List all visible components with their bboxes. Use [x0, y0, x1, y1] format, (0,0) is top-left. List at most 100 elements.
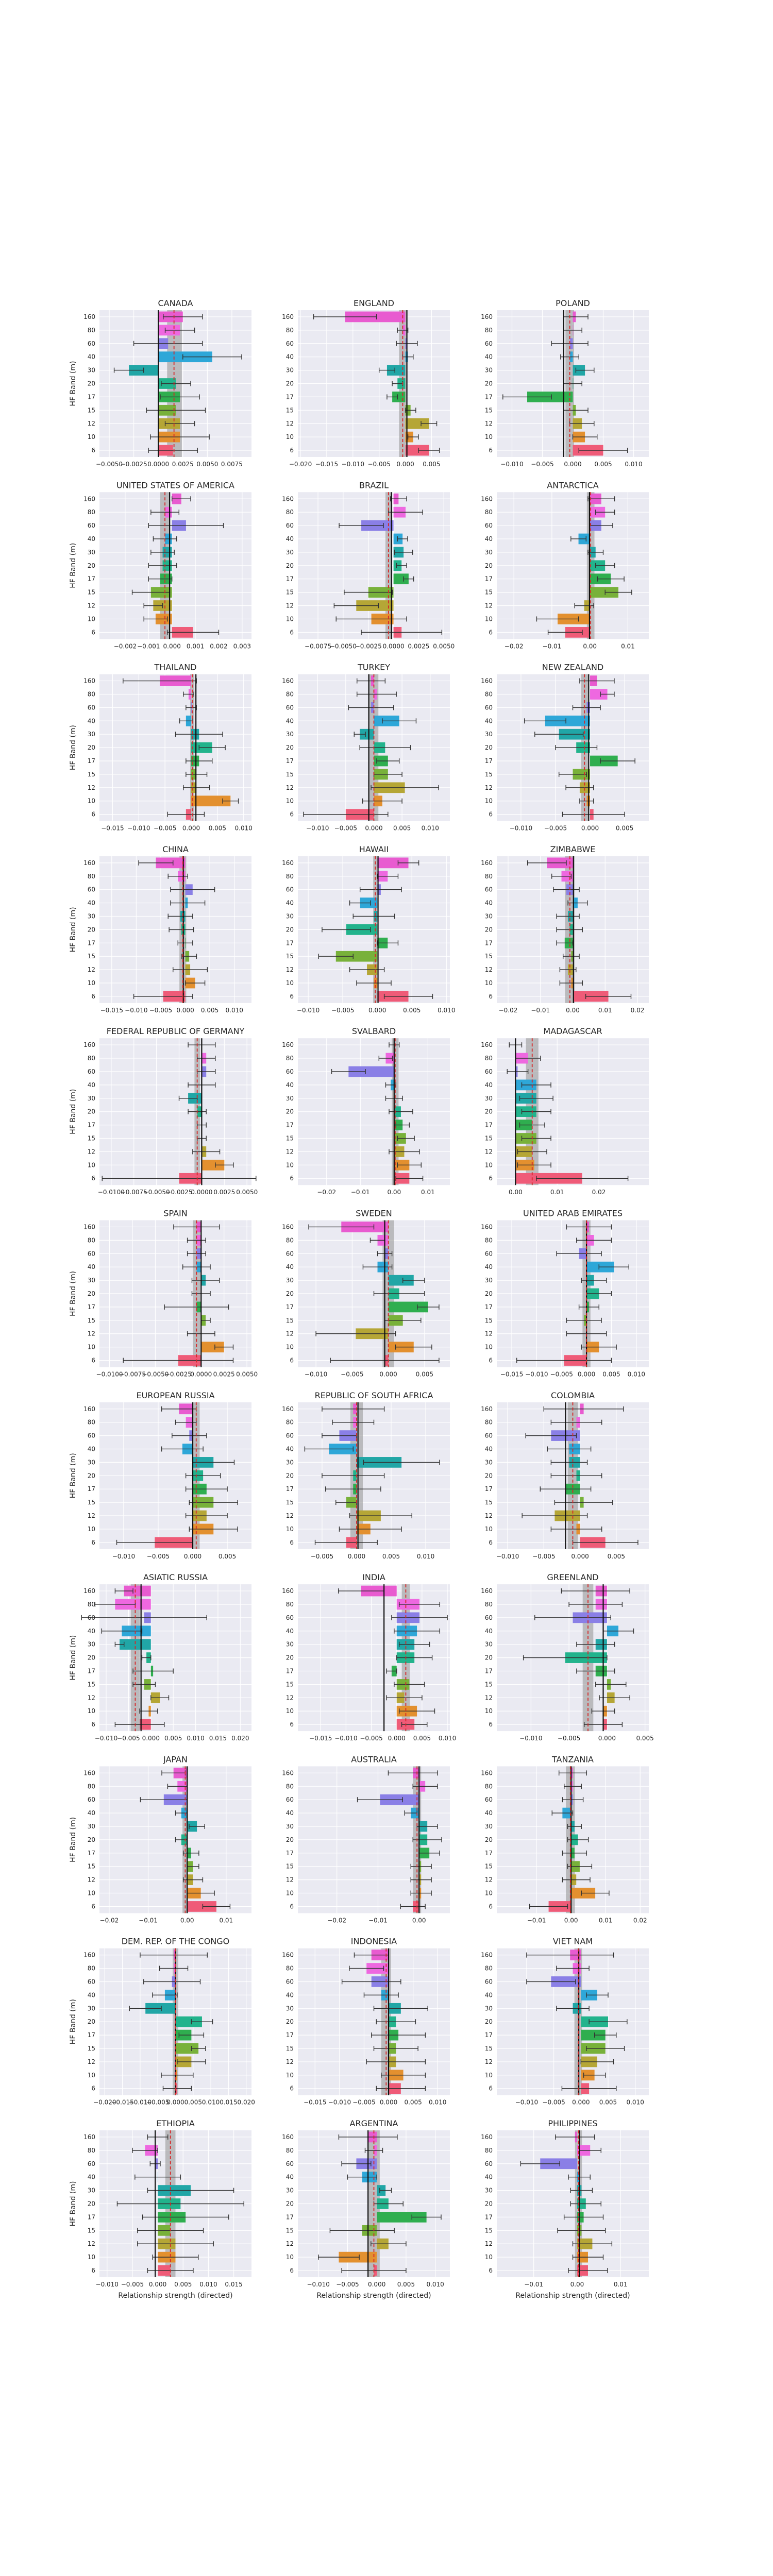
x-tick-label: 0.005 — [594, 461, 612, 468]
y-tick-label: 17 — [286, 939, 294, 946]
y-tick-label: 30 — [286, 1641, 294, 1648]
x-tick-label: −0.010 — [307, 2281, 330, 2288]
x-tick-label: 0.005 — [184, 2099, 202, 2106]
y-tick-label: 80 — [286, 509, 294, 516]
y-tick-label: 80 — [485, 690, 493, 698]
y-axis-label: HF Band (m) — [69, 1635, 77, 1681]
x-tick-label: 0.010 — [202, 2099, 220, 2106]
y-tick-label: 60 — [485, 886, 493, 893]
x-tick-label: −0.010 — [96, 2281, 119, 2288]
y-tick-label: 60 — [485, 704, 493, 711]
y-tick-label: 80 — [88, 509, 95, 516]
y-tick-label: 80 — [286, 1055, 294, 1062]
y-tick-label: 17 — [88, 393, 95, 400]
y-tick-label: 12 — [286, 420, 294, 427]
y-tick-label: 20 — [88, 926, 95, 933]
facet-indonesia: INDONESIA −0.015 −0.010 −0.005 0.000 0.005 0.0… — [282, 1937, 450, 2106]
y-tick-label: 160 — [282, 1223, 294, 1230]
y-tick-label: 15 — [485, 1499, 493, 1506]
bar-30m — [360, 728, 374, 740]
x-tick-label: 0.000 — [396, 461, 414, 468]
x-tick-label: −0.010 — [127, 825, 150, 832]
x-tick-label: −0.020 — [93, 2099, 116, 2106]
x-tick-label: 0.000 — [368, 2281, 385, 2288]
y-tick-label: 20 — [286, 926, 294, 933]
y-tick-label: 15 — [286, 2045, 294, 2052]
facet-title: INDIA — [362, 1572, 385, 1582]
y-tick-label: 20 — [485, 1108, 493, 1115]
x-tick-label: 0.005 — [413, 1735, 431, 1742]
y-tick-label: 15 — [485, 1135, 493, 1142]
y-tick-label: 160 — [282, 2133, 294, 2141]
x-tick-label: −0.005 — [147, 1553, 170, 1560]
y-tick-label: 80 — [286, 1236, 294, 1244]
y-tick-label: 160 — [282, 495, 294, 502]
y-tick-label: 20 — [485, 926, 493, 933]
y-tick-label: 10 — [88, 798, 95, 805]
y-tick-label: 20 — [88, 1836, 95, 1843]
y-tick-label: 60 — [88, 704, 95, 711]
y-tick-label: 15 — [286, 2227, 294, 2234]
y-tick-label: 30 — [485, 549, 493, 556]
y-tick-label: 20 — [485, 1836, 493, 1843]
y-tick-label: 30 — [485, 1459, 493, 1466]
y-tick-label: 17 — [485, 2213, 493, 2221]
y-tick-label: 160 — [481, 1223, 493, 1230]
y-tick-label: 20 — [88, 562, 95, 569]
x-tick-label: 0.00 — [387, 1189, 401, 1196]
x-tick-label: 0.0025 — [408, 642, 429, 650]
y-tick-label: 10 — [286, 433, 294, 440]
y-tick-label: 30 — [88, 2005, 95, 2012]
y-tick-label: 40 — [485, 717, 493, 724]
y-tick-label: 10 — [485, 1344, 493, 1351]
x-tick-label: 0.01 — [421, 1189, 435, 1196]
x-tick-label: −0.0025 — [165, 1371, 192, 1378]
y-tick-label: 6 — [489, 1539, 493, 1546]
facet-madagascar: MADAGASCAR 0.00 0.01 0.02 160 80 60 40 30 20 17 15 1… — [481, 1026, 649, 1196]
facet-title: GREENLAND — [547, 1572, 598, 1582]
x-tick-label: 0.000 — [184, 1553, 201, 1560]
x-tick-label: 0.00 — [180, 1917, 194, 1924]
y-tick-label: 160 — [83, 2133, 95, 2141]
y-tick-label: 15 — [88, 1135, 95, 1142]
x-tick-label: 0.01 — [621, 642, 635, 650]
y-tick-label: 6 — [91, 1357, 95, 1364]
facet-title: ZIMBABWE — [550, 844, 596, 854]
y-tick-label: 20 — [286, 1836, 294, 1843]
y-tick-label: 20 — [485, 2200, 493, 2208]
y-tick-label: 160 — [282, 1041, 294, 1048]
y-tick-label: 30 — [485, 1277, 493, 1284]
y-tick-label: 80 — [286, 873, 294, 880]
y-tick-label: 20 — [286, 1654, 294, 1662]
facet-antarctica: ANTARCTICA −0.02 −0.01 0.00 0.01 160 80 60 40 30 2… — [481, 480, 649, 650]
facet-tanzania: TANZANIA −0.01 0.00 0.01 0.02 160 80 60 40 30 20 17… — [481, 1754, 649, 1924]
x-tick-label: −0.010 — [496, 1553, 519, 1560]
y-axis-label: HF Band (m) — [69, 1453, 77, 1498]
y-tick-label: 10 — [485, 1707, 493, 1715]
y-tick-label: 40 — [88, 717, 95, 724]
y-tick-label: 12 — [286, 2058, 294, 2065]
x-tick-label: 0.005 — [393, 825, 411, 832]
y-tick-label: 160 — [83, 495, 95, 502]
x-tick-label: −0.010 — [510, 825, 532, 832]
x-tick-label: 0.0075 — [221, 461, 243, 468]
y-tick-label: 80 — [286, 690, 294, 698]
y-tick-label: 30 — [286, 2187, 294, 2194]
y-tick-label: 40 — [485, 535, 493, 543]
x-tick-label: 0.00 — [583, 642, 597, 650]
x-tick-label: −0.005 — [311, 1553, 333, 1560]
x-tick-label: −0.015 — [309, 1735, 332, 1742]
y-tick-label: 30 — [485, 2187, 493, 2194]
y-tick-label: 17 — [88, 939, 95, 946]
y-tick-label: 6 — [489, 2085, 493, 2092]
y-tick-label: 6 — [91, 811, 95, 818]
facet-title: TANZANIA — [551, 1754, 594, 1764]
x-tick-label: −0.005 — [367, 461, 390, 468]
facet-title: HAWAII — [359, 844, 389, 854]
x-tick-label: −0.015 — [304, 2099, 326, 2106]
y-tick-label: 10 — [88, 1526, 95, 1533]
y-tick-label: 40 — [286, 535, 294, 543]
x-tick-label: −0.0075 — [305, 642, 331, 650]
x-tick-label: 0.015 — [225, 2281, 242, 2288]
x-tick-label: 0.002 — [210, 642, 227, 650]
